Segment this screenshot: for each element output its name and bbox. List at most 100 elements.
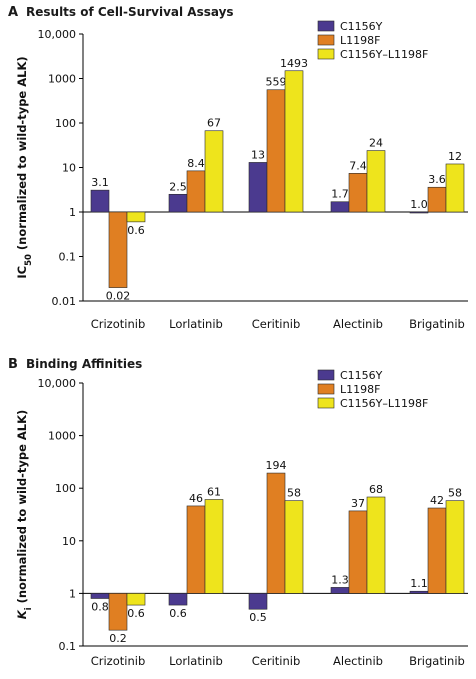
legend-swatch	[317, 34, 335, 46]
data-label: 12	[448, 150, 462, 163]
legend-swatch	[317, 48, 335, 60]
bar-l1198f	[108, 593, 128, 631]
bar-c1156y-l1198f	[126, 211, 146, 223]
data-label: 2.5	[169, 180, 187, 193]
data-label: 0.5	[249, 611, 267, 624]
bar-c1156y	[330, 587, 350, 594]
data-label: 1.7	[331, 188, 349, 201]
legend-entry: C1156Y	[340, 369, 383, 382]
legend-swatch	[317, 383, 335, 395]
bar-c1156y	[248, 162, 268, 213]
legend-swatch	[317, 397, 335, 409]
data-label: 68	[369, 483, 383, 496]
legend-entry: L1198F	[340, 34, 380, 47]
data-label: 3.1	[91, 176, 109, 189]
data-label: 559	[266, 76, 287, 89]
y-tick-label: 0.1	[59, 251, 77, 264]
data-label: 61	[207, 485, 221, 498]
y-axis-label-main: IC	[15, 266, 29, 279]
bar-c1156y	[409, 590, 429, 594]
bar-c1156y-l1198f	[204, 130, 224, 213]
data-label: 13	[251, 148, 265, 161]
y-tick-label: 10,000	[38, 28, 77, 41]
y-axis-label: Ki (normalized to wild-type ALK)	[15, 410, 34, 620]
bar-l1198f	[266, 89, 286, 213]
x-tick-label: Ceritinib	[252, 317, 301, 331]
bar-c1156y	[409, 211, 429, 214]
y-tick-label: 100	[55, 117, 76, 130]
bar-l1198f	[348, 510, 368, 594]
y-tick-label: 0.1	[59, 640, 77, 653]
panel-letter: B	[8, 357, 18, 372]
x-tick-label: Crizotinib	[91, 317, 146, 331]
bar-c1156y-l1198f	[445, 163, 465, 213]
bar-l1198f	[427, 507, 447, 594]
data-label: 1493	[280, 57, 308, 70]
bar-l1198f	[108, 211, 128, 288]
data-label: 37	[351, 497, 365, 510]
data-label: 0.6	[127, 224, 145, 237]
bar-c1156y-l1198f	[284, 500, 304, 594]
bar-c1156y	[168, 593, 188, 606]
chart-panel-b: B Binding Affinities 10,000 1000 100 10 1 0.1 Ki…	[8, 357, 468, 668]
legend-entry: C1156Y–L1198F	[340, 48, 428, 61]
legend-swatch	[317, 20, 335, 32]
y-tick-label: 0.01	[52, 295, 77, 308]
bar-l1198f	[186, 505, 206, 594]
data-label: 8.4	[187, 157, 205, 170]
panel-title: Results of Cell-Survival Assays	[26, 5, 234, 19]
x-tick-label: Ceritinib	[252, 654, 301, 668]
legend-swatch	[317, 369, 335, 381]
x-tick-label: Alectinib	[333, 654, 383, 668]
y-tick-label: 100	[55, 482, 76, 495]
data-label: 58	[287, 487, 301, 500]
bar-c1156y-l1198f	[284, 70, 304, 213]
data-label: 0.02	[106, 290, 131, 303]
bar-l1198f	[427, 186, 447, 213]
legend-entry: C1156Y–L1198F	[340, 397, 428, 410]
y-tick-label: 10,000	[38, 377, 77, 390]
data-label: 58	[448, 487, 462, 500]
data-label: 67	[207, 117, 221, 130]
panel-title: Binding Affinities	[26, 357, 142, 371]
bar-c1156y	[90, 593, 110, 599]
bar-c1156y	[248, 593, 268, 610]
x-tick-label: Alectinib	[333, 317, 383, 331]
data-label: 7.4	[349, 159, 367, 172]
x-tick-label: Lorlatinib	[169, 654, 223, 668]
bar-c1156y-l1198f	[366, 150, 386, 213]
data-label: 0.8	[91, 600, 109, 613]
bar-c1156y-l1198f	[366, 496, 386, 594]
panel-letter: A	[8, 5, 18, 20]
y-axis-label-subscript: 50	[24, 254, 34, 266]
data-label: 3.6	[428, 173, 446, 186]
y-tick-label: 10	[62, 162, 76, 175]
data-label: 24	[369, 137, 383, 150]
y-axis-label-main: K	[15, 609, 29, 619]
bar-l1198f	[348, 173, 368, 213]
bar-c1156y	[330, 201, 350, 213]
x-tick-label: Lorlatinib	[169, 317, 223, 331]
y-tick-label: 1000	[48, 73, 76, 86]
legend-entry: L1198F	[340, 383, 380, 396]
data-label: 46	[189, 492, 203, 505]
data-label: 42	[430, 494, 444, 507]
bar-c1156y-l1198f	[445, 500, 465, 594]
y-tick-label: 10	[62, 535, 76, 548]
legend-entry: C1156Y	[340, 20, 383, 33]
chart-panel-a: A Results of Cell-Survival Assays10,00010…	[8, 5, 468, 331]
y-tick-label: 1	[69, 587, 76, 600]
y-axis-label: IC50 (normalized to wild-type ALK)	[15, 56, 34, 278]
data-label: 1.3	[331, 573, 349, 586]
data-label: 0.2	[109, 632, 127, 645]
y-axis-label-rest: (normalized to wild-type ALK)	[15, 410, 29, 608]
bar-c1156y	[90, 189, 110, 213]
y-tick-label: 1000	[48, 430, 76, 443]
bar-l1198f	[186, 170, 206, 213]
bar-c1156y-l1198f	[204, 499, 224, 594]
x-tick-label: Brigatinib	[409, 654, 465, 668]
y-tick-label: 1	[69, 206, 76, 219]
data-label: 0.6	[169, 607, 187, 620]
data-label: 1.1	[410, 577, 428, 590]
bar-c1156y	[168, 193, 188, 213]
